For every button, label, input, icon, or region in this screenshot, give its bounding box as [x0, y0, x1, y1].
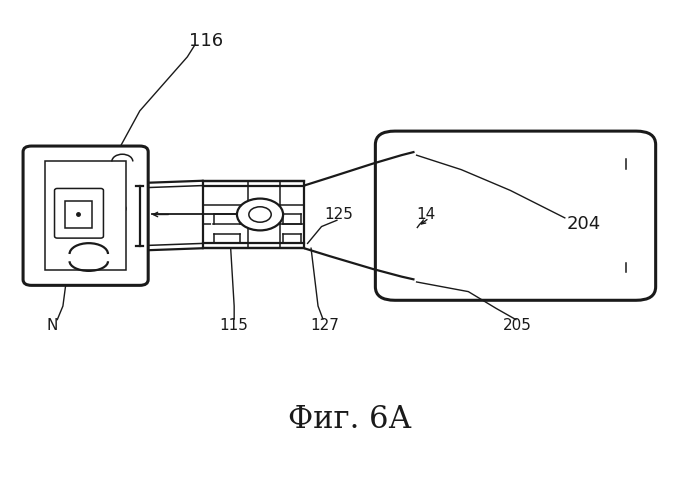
Text: 115: 115 — [219, 318, 249, 333]
Text: 125: 125 — [324, 207, 354, 222]
Text: 116: 116 — [189, 32, 223, 50]
Text: P: P — [117, 204, 127, 220]
FancyBboxPatch shape — [45, 161, 126, 270]
FancyBboxPatch shape — [65, 201, 92, 228]
Circle shape — [237, 199, 283, 230]
FancyBboxPatch shape — [375, 131, 656, 300]
Text: 205: 205 — [503, 318, 532, 333]
Text: Фиг. 6А: Фиг. 6А — [288, 404, 411, 435]
FancyBboxPatch shape — [55, 188, 103, 238]
Text: 113: 113 — [226, 207, 256, 222]
Text: 204: 204 — [567, 215, 600, 233]
Circle shape — [249, 207, 271, 222]
FancyBboxPatch shape — [203, 181, 304, 248]
Text: 14: 14 — [417, 207, 436, 222]
Text: N: N — [47, 318, 58, 333]
Text: 127: 127 — [310, 318, 340, 333]
FancyBboxPatch shape — [23, 146, 148, 285]
